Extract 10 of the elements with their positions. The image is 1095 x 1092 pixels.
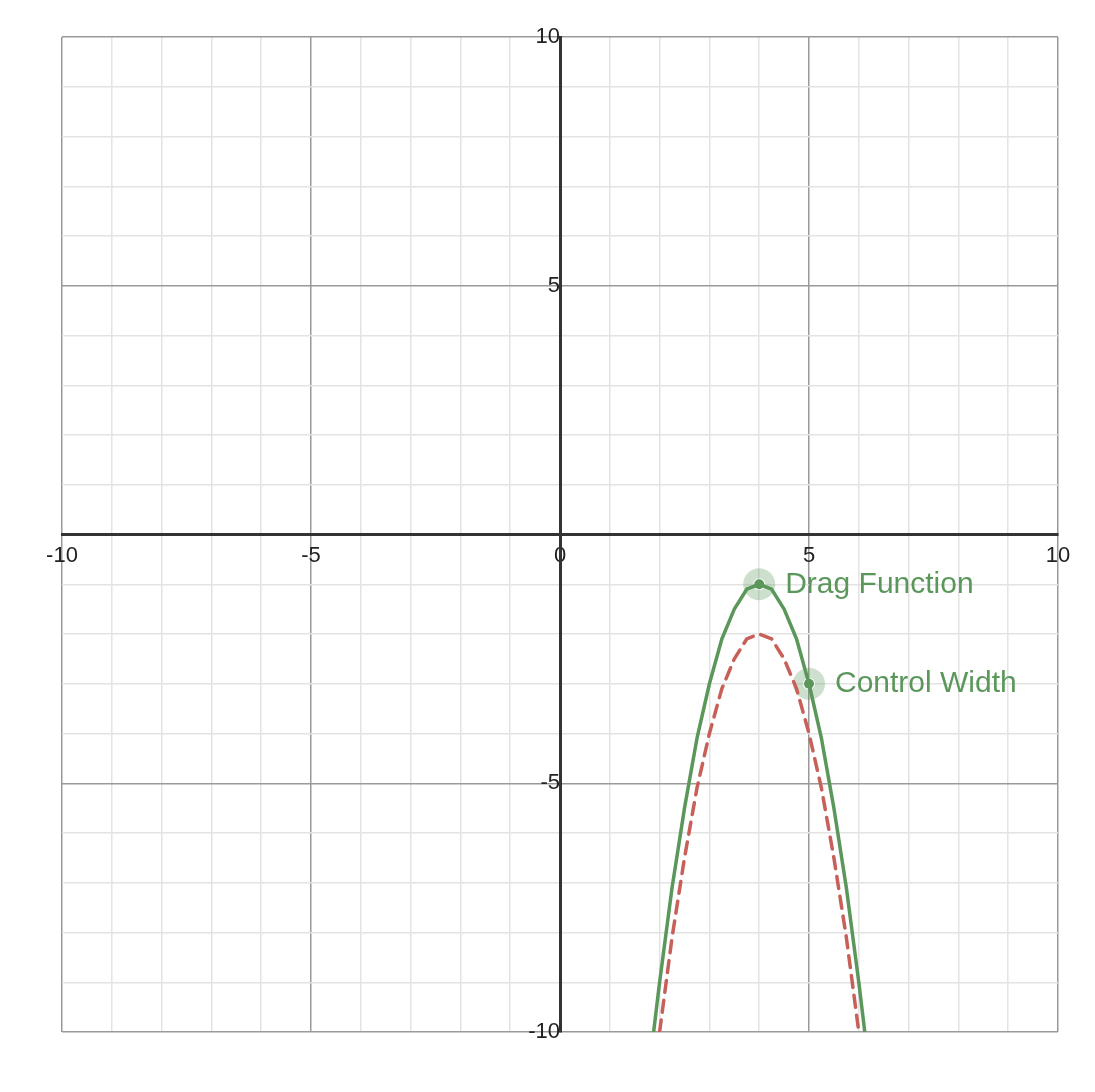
x-tick-label: 10 [1045, 541, 1071, 567]
y-tick-label: 5 [547, 271, 560, 297]
y-tick-label: 10 [535, 23, 560, 49]
y-tick-label: -5 [540, 769, 560, 795]
x-tick-label: 5 [802, 541, 816, 567]
y-tick-label: -10 [528, 1018, 560, 1044]
x-tick-label: -10 [46, 541, 78, 567]
annotation: Drag Function [785, 565, 974, 599]
annotation: Control Width [835, 665, 1017, 699]
x-tick-label: -5 [301, 541, 321, 567]
